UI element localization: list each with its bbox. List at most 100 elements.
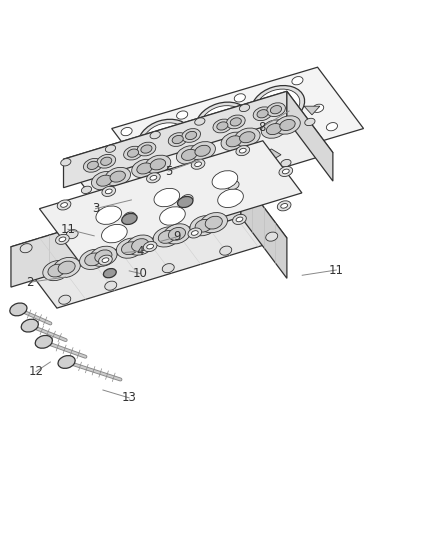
Ellipse shape	[267, 103, 286, 117]
Ellipse shape	[103, 269, 116, 278]
Ellipse shape	[60, 203, 67, 207]
Ellipse shape	[177, 111, 188, 119]
Ellipse shape	[205, 216, 223, 229]
Ellipse shape	[277, 201, 291, 211]
Ellipse shape	[59, 237, 66, 241]
Ellipse shape	[58, 356, 75, 368]
Ellipse shape	[21, 319, 39, 332]
Ellipse shape	[143, 241, 157, 252]
Ellipse shape	[110, 171, 125, 182]
Ellipse shape	[141, 145, 152, 153]
Ellipse shape	[281, 159, 291, 167]
Ellipse shape	[182, 128, 201, 142]
Ellipse shape	[326, 123, 338, 131]
Ellipse shape	[105, 189, 112, 193]
Ellipse shape	[121, 242, 139, 255]
Text: 11: 11	[329, 263, 344, 277]
Ellipse shape	[281, 204, 288, 208]
Ellipse shape	[253, 107, 272, 120]
Ellipse shape	[142, 155, 153, 163]
Ellipse shape	[177, 197, 193, 207]
Ellipse shape	[117, 238, 144, 259]
Ellipse shape	[196, 102, 249, 141]
Ellipse shape	[181, 149, 197, 160]
Ellipse shape	[121, 127, 132, 136]
Ellipse shape	[168, 133, 187, 147]
Ellipse shape	[59, 295, 71, 304]
Ellipse shape	[275, 116, 300, 134]
Ellipse shape	[90, 246, 117, 266]
Ellipse shape	[186, 131, 197, 140]
Ellipse shape	[154, 188, 180, 207]
Ellipse shape	[97, 175, 112, 186]
Ellipse shape	[61, 159, 71, 166]
Ellipse shape	[101, 157, 112, 165]
Ellipse shape	[159, 207, 185, 225]
Ellipse shape	[102, 187, 116, 197]
Polygon shape	[11, 177, 287, 308]
Ellipse shape	[145, 155, 171, 174]
Text: 5: 5	[165, 165, 172, 177]
Ellipse shape	[124, 212, 136, 221]
Ellipse shape	[10, 303, 27, 316]
Ellipse shape	[155, 173, 166, 182]
Ellipse shape	[280, 119, 295, 131]
Ellipse shape	[195, 220, 212, 232]
Ellipse shape	[195, 146, 210, 156]
Text: 4: 4	[136, 245, 144, 257]
Ellipse shape	[137, 163, 152, 174]
Ellipse shape	[48, 264, 65, 277]
Polygon shape	[262, 149, 281, 160]
Ellipse shape	[102, 258, 109, 262]
Text: 3: 3	[92, 202, 99, 215]
Ellipse shape	[102, 224, 127, 243]
Polygon shape	[304, 106, 320, 115]
Ellipse shape	[127, 149, 138, 157]
Ellipse shape	[201, 106, 244, 138]
Ellipse shape	[191, 231, 198, 236]
Ellipse shape	[150, 175, 157, 180]
Polygon shape	[287, 91, 333, 181]
Ellipse shape	[124, 146, 142, 160]
Ellipse shape	[85, 253, 102, 266]
Ellipse shape	[256, 89, 300, 122]
Ellipse shape	[83, 158, 102, 172]
Ellipse shape	[269, 140, 280, 148]
Ellipse shape	[147, 244, 154, 249]
Ellipse shape	[220, 246, 232, 255]
Ellipse shape	[66, 230, 78, 239]
Polygon shape	[64, 91, 333, 221]
Ellipse shape	[251, 85, 304, 125]
Ellipse shape	[131, 239, 149, 252]
Ellipse shape	[53, 257, 80, 278]
Ellipse shape	[147, 173, 160, 183]
Polygon shape	[64, 91, 287, 188]
Ellipse shape	[313, 104, 324, 112]
Ellipse shape	[212, 171, 238, 189]
Ellipse shape	[132, 159, 157, 177]
Ellipse shape	[97, 155, 116, 168]
Ellipse shape	[191, 159, 205, 169]
Ellipse shape	[58, 261, 75, 274]
Ellipse shape	[80, 249, 107, 270]
Ellipse shape	[226, 136, 242, 147]
Ellipse shape	[292, 77, 303, 85]
Ellipse shape	[213, 119, 232, 133]
Ellipse shape	[188, 228, 201, 238]
Text: 9: 9	[173, 230, 181, 243]
Ellipse shape	[190, 142, 215, 160]
Ellipse shape	[211, 157, 222, 165]
Ellipse shape	[95, 250, 112, 263]
Ellipse shape	[234, 94, 245, 102]
Ellipse shape	[200, 213, 227, 233]
Polygon shape	[128, 190, 147, 201]
Polygon shape	[217, 163, 237, 174]
Ellipse shape	[35, 335, 53, 348]
Ellipse shape	[240, 104, 250, 111]
Ellipse shape	[150, 159, 166, 170]
Ellipse shape	[190, 216, 217, 236]
Ellipse shape	[283, 169, 289, 174]
Ellipse shape	[239, 148, 246, 153]
Ellipse shape	[127, 235, 154, 255]
Ellipse shape	[153, 227, 180, 247]
